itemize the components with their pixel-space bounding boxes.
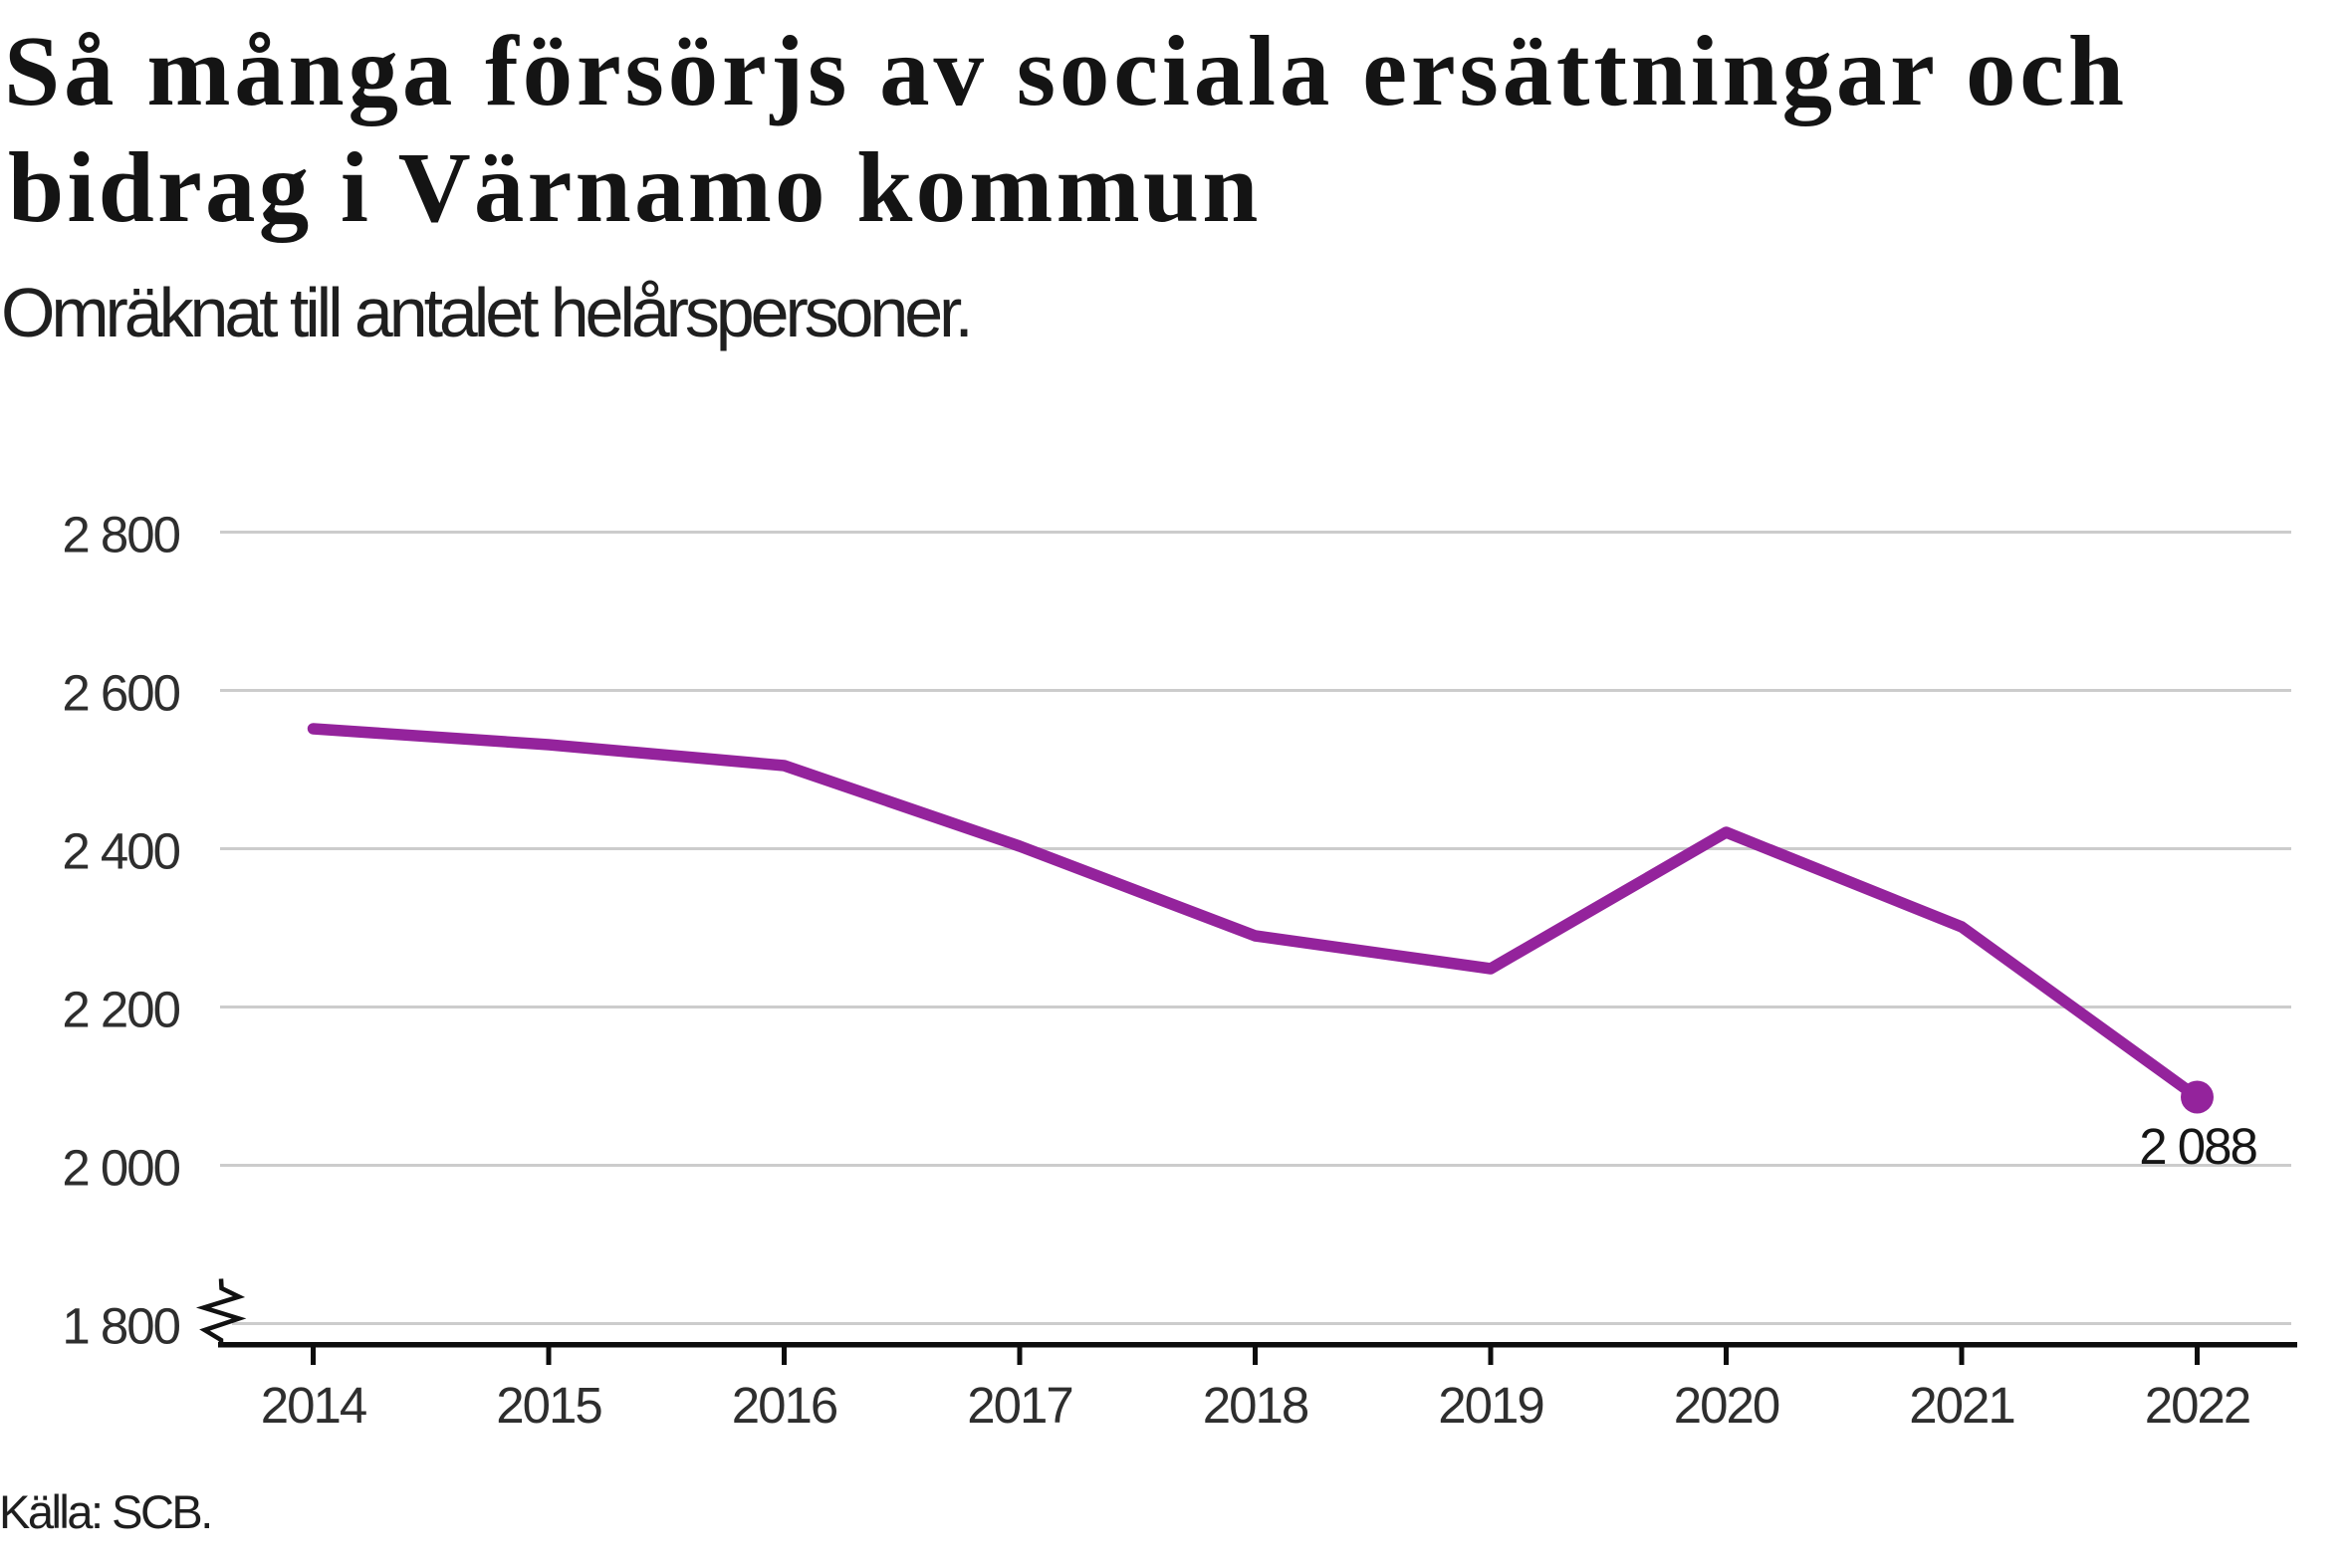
svg-text:1 800: 1 800 [62,1298,179,1355]
svg-text:bidrag i Värnamo kommun: bidrag i Värnamo kommun [8,131,1262,243]
svg-text:2022: 2022 [2145,1377,2249,1434]
svg-text:2 000: 2 000 [62,1140,179,1197]
svg-text:Källa: SCB.: Källa: SCB. [0,1485,211,1538]
svg-text:2014: 2014 [261,1377,366,1434]
svg-text:2019: 2019 [1438,1377,1542,1434]
svg-text:2 600: 2 600 [62,665,179,722]
svg-text:2 800: 2 800 [62,507,179,563]
svg-text:2018: 2018 [1203,1377,1308,1434]
svg-text:2016: 2016 [732,1377,837,1434]
svg-text:2021: 2021 [1909,1377,2013,1434]
svg-text:2020: 2020 [1674,1377,1779,1434]
svg-text:2 088: 2 088 [2139,1118,2256,1175]
svg-text:2 200: 2 200 [62,982,179,1038]
svg-text:2 400: 2 400 [62,823,179,880]
svg-text:2015: 2015 [496,1377,601,1434]
svg-text:Omräknat till antalet helårspe: Omräknat till antalet helårspersoner. [1,274,970,351]
svg-text:Så många försörjs av sociala e: Så många försörjs av sociala ersättninga… [4,15,2128,126]
svg-text:2017: 2017 [967,1377,1071,1434]
